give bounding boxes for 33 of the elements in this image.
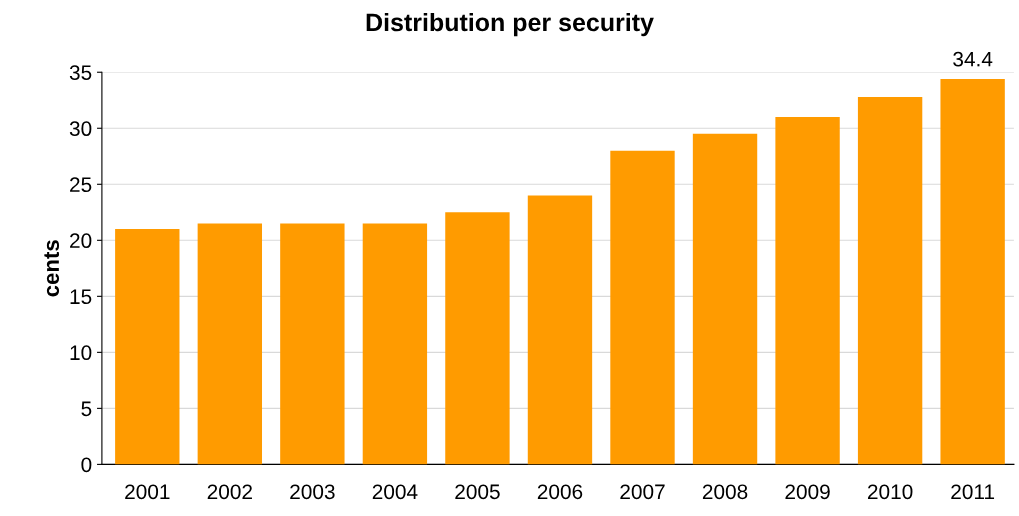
y-tick-label: 10 bbox=[70, 345, 92, 361]
y-tick-label: 20 bbox=[70, 233, 92, 249]
x-tick-label: 2001 bbox=[125, 484, 170, 500]
x-tick-label: 2006 bbox=[537, 484, 583, 500]
y-tick-label: 0 bbox=[81, 457, 92, 473]
bar bbox=[362, 223, 428, 465]
bar bbox=[115, 229, 180, 465]
bar bbox=[280, 223, 345, 465]
data-label: 34.4 bbox=[953, 51, 993, 67]
bar bbox=[445, 212, 510, 465]
bar bbox=[775, 117, 840, 465]
x-tick-label: 2011 bbox=[951, 484, 995, 500]
bar bbox=[857, 96, 923, 465]
x-tick-label: 2002 bbox=[207, 484, 252, 500]
x-tick-label: 2005 bbox=[455, 484, 500, 500]
y-tick-label: 25 bbox=[70, 177, 92, 193]
x-tick-label: 2010 bbox=[867, 484, 913, 500]
x-tick-label: 2007 bbox=[620, 484, 665, 500]
bar bbox=[610, 150, 675, 465]
x-tick-label: 2003 bbox=[290, 484, 335, 500]
y-tick-label: 35 bbox=[69, 65, 92, 80]
y-tick-label: 15 bbox=[70, 289, 92, 305]
bar bbox=[940, 78, 1005, 465]
y-tick-label: 30 bbox=[69, 121, 92, 137]
chart-title: Distribution per security bbox=[366, 12, 654, 37]
y-axis-title: cents bbox=[44, 240, 60, 297]
bar bbox=[692, 133, 758, 465]
x-tick-label: 2009 bbox=[785, 484, 830, 500]
x-tick-label: 2008 bbox=[702, 484, 748, 500]
bar bbox=[527, 195, 593, 465]
x-tick-label: 2004 bbox=[372, 484, 418, 500]
bar bbox=[197, 223, 263, 465]
y-tick-label: 5 bbox=[81, 401, 92, 417]
